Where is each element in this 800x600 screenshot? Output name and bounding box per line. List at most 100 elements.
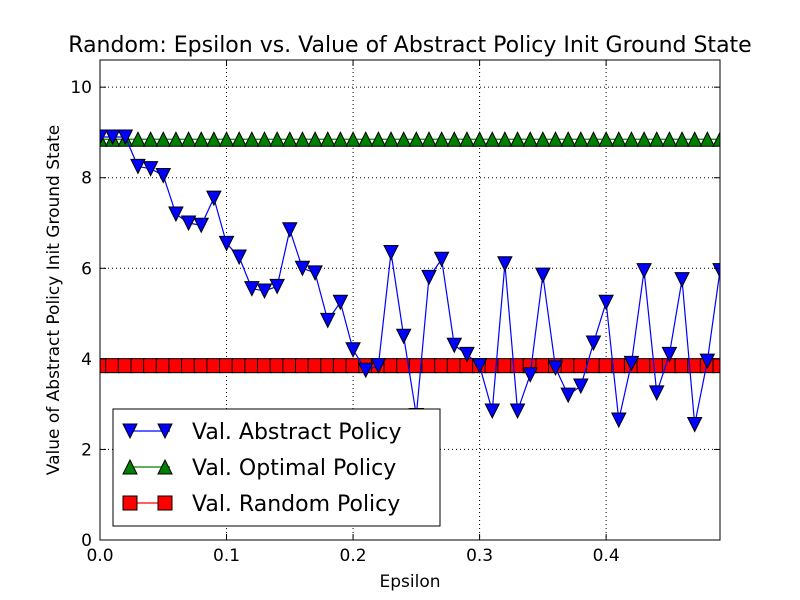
x-tick-label: 0.4 bbox=[593, 546, 620, 566]
data-point bbox=[357, 362, 374, 379]
ticks: 0.0 0.1 0.2 0.3 0.4 0 2 4 6 8 10 bbox=[70, 60, 720, 566]
plot-frame bbox=[99, 59, 721, 541]
data-point bbox=[307, 265, 323, 281]
data-point bbox=[598, 294, 614, 311]
data-point bbox=[560, 131, 576, 147]
y-tick-label: 2 bbox=[81, 440, 92, 460]
data-point bbox=[674, 272, 690, 288]
data-point bbox=[649, 358, 665, 374]
x-tick-label: 0.0 bbox=[86, 546, 113, 566]
data-point bbox=[395, 131, 412, 147]
y-tick-label: 8 bbox=[81, 169, 92, 189]
legend-entry: Val. Optimal Policy bbox=[122, 456, 396, 481]
data-point bbox=[320, 358, 336, 374]
data-point bbox=[244, 131, 260, 147]
data-point bbox=[395, 328, 412, 345]
data-point bbox=[535, 131, 551, 147]
data-point bbox=[332, 294, 349, 311]
data-point bbox=[674, 358, 690, 374]
data-point bbox=[231, 358, 247, 374]
data-point bbox=[446, 358, 462, 374]
data-point bbox=[560, 387, 576, 404]
legend-label: Val. Optimal Policy bbox=[192, 456, 396, 481]
data-point bbox=[446, 131, 463, 147]
data-point bbox=[168, 358, 184, 374]
data-point bbox=[484, 131, 501, 147]
data-point bbox=[130, 158, 146, 175]
data-point bbox=[522, 131, 539, 147]
data-point bbox=[459, 346, 475, 363]
legend-marker bbox=[157, 458, 173, 475]
data-point bbox=[218, 131, 235, 147]
data-point bbox=[610, 412, 627, 429]
data-point bbox=[421, 269, 437, 286]
data-point bbox=[345, 131, 361, 147]
data-point bbox=[307, 131, 323, 147]
legend: Val. Abstract Policy Val. Optimal Policy V… bbox=[112, 408, 441, 527]
data-point bbox=[269, 278, 285, 295]
data-point bbox=[281, 222, 298, 238]
data-point bbox=[497, 131, 513, 147]
data-point bbox=[244, 281, 260, 297]
y-tick-label: 10 bbox=[70, 78, 92, 98]
data-point bbox=[459, 131, 475, 147]
y-tick-label: 4 bbox=[81, 350, 92, 370]
data-point bbox=[370, 358, 387, 374]
data-point bbox=[168, 131, 184, 147]
x-axis-label: Epsilon bbox=[379, 572, 440, 592]
data-point bbox=[244, 358, 260, 374]
data-point bbox=[686, 417, 703, 433]
data-point bbox=[383, 131, 399, 147]
data-point bbox=[281, 131, 298, 147]
data-point bbox=[535, 267, 551, 284]
data-point bbox=[585, 335, 602, 352]
data-point bbox=[636, 131, 652, 147]
data-point bbox=[117, 129, 134, 146]
legend-marker bbox=[157, 423, 173, 440]
data-point bbox=[181, 358, 197, 374]
data-point bbox=[712, 263, 720, 279]
legend-label: Val. Random Policy bbox=[192, 492, 400, 517]
chart-title: Random: Epsilon vs. Value of Abstract Po… bbox=[68, 33, 751, 58]
data-point bbox=[434, 358, 450, 374]
data-point bbox=[585, 131, 602, 147]
legend-marker bbox=[157, 495, 173, 511]
data-point bbox=[319, 312, 336, 329]
data-point bbox=[598, 358, 614, 374]
data-point bbox=[269, 358, 285, 374]
data-point bbox=[648, 131, 665, 147]
legend-entry: Val. Random Policy bbox=[122, 492, 400, 517]
data-point bbox=[674, 131, 690, 147]
data-point bbox=[193, 217, 210, 234]
series-1 bbox=[100, 131, 720, 147]
y-tick-label: 6 bbox=[81, 259, 92, 279]
data-point bbox=[307, 358, 323, 374]
data-point bbox=[433, 251, 450, 268]
data-point bbox=[282, 358, 298, 374]
data-point bbox=[433, 131, 450, 147]
data-point bbox=[231, 131, 247, 147]
series-0 bbox=[100, 129, 720, 433]
data-point bbox=[155, 167, 172, 184]
data-point bbox=[206, 131, 222, 147]
data-point bbox=[332, 358, 348, 374]
legend-label: Val. Abstract Policy bbox=[192, 420, 402, 445]
data-point bbox=[117, 358, 133, 374]
data-point bbox=[100, 129, 108, 146]
data-point bbox=[193, 131, 210, 147]
data-point bbox=[383, 244, 399, 261]
data-point bbox=[560, 358, 576, 374]
data-point bbox=[383, 358, 399, 374]
data-point bbox=[294, 260, 311, 277]
data-point bbox=[547, 360, 564, 377]
data-point bbox=[699, 353, 716, 370]
data-point bbox=[610, 131, 627, 147]
data-point bbox=[155, 358, 171, 374]
y-axis-label: Value of Abstract Policy Init Ground Sta… bbox=[44, 125, 64, 475]
data-point bbox=[573, 378, 589, 395]
data-point bbox=[345, 342, 361, 358]
data-point bbox=[573, 131, 589, 147]
data-point bbox=[497, 256, 513, 272]
data-point bbox=[699, 131, 716, 147]
